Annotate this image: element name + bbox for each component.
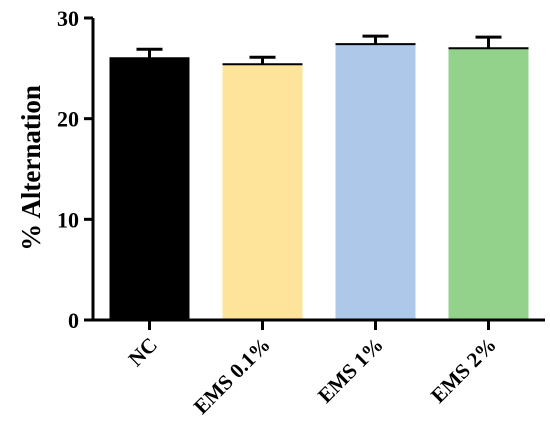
y-axis-title: % Alternation [16,85,46,251]
bar [109,58,190,321]
x-axis: NC EMS 0.1% EMS 1% EMS 2% [91,318,545,419]
y-axis: 0 10 20 30 [57,6,95,333]
x-tick-label: NC [124,333,162,371]
y-tick-label: 20 [57,107,79,132]
x-tick-label: EMS 2% [426,333,501,408]
y-tick-label: 10 [57,207,79,232]
bars-group [109,44,529,321]
bar [222,64,303,320]
y-axis-title-group: % Alternation [16,85,46,251]
x-tick-label: EMS 0.1% [189,333,275,419]
bar [335,44,416,320]
y-tick-label: 0 [68,308,79,333]
y-tick-label: 30 [57,6,79,31]
error-bars-group [109,34,529,66]
bar [448,48,529,320]
x-tick-label: EMS 1% [313,333,388,408]
